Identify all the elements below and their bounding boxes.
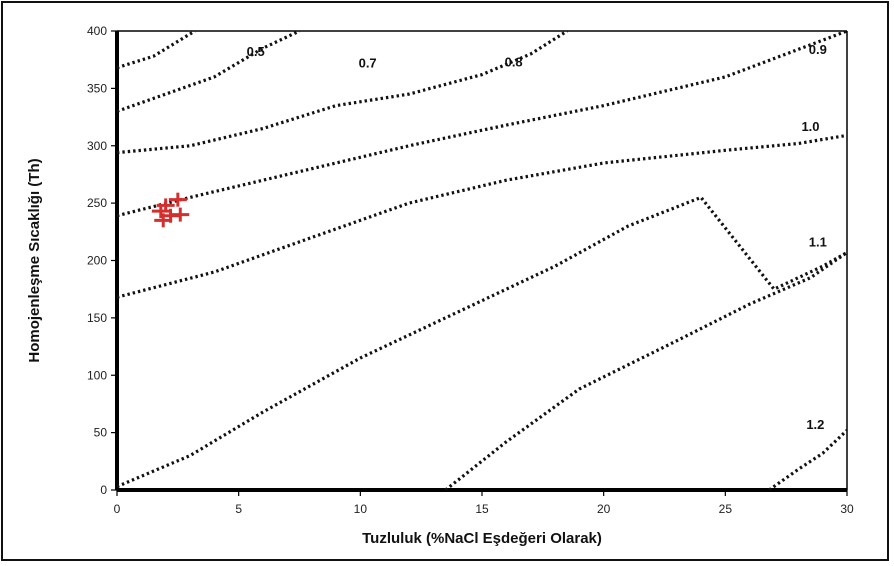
y-tick-label: 400 (87, 24, 107, 38)
y-tick-label: 100 (87, 368, 107, 382)
x-tick-label: 25 (719, 502, 733, 516)
y-tick-label: 200 (87, 254, 107, 268)
x-tick-label: 5 (235, 502, 242, 516)
contour-labels: 0.5 0.7 0.8 0.9 1.0 1.1 1.2 (247, 42, 827, 432)
contour-label: 0.5 (247, 44, 265, 59)
contour-label: 0.7 (359, 56, 377, 71)
contour-label: 0.8 (505, 55, 523, 70)
x-tick-label: 10 (354, 502, 368, 516)
data-points (151, 192, 190, 228)
contour-label: 1.1 (809, 235, 827, 250)
contour-label: 1.2 (806, 417, 824, 432)
contour-label: 1.0 (801, 119, 819, 134)
x-axis-title: Tuzluluk (%NaCl Eşdeğeri Olarak) (362, 530, 602, 547)
contour-line-0-7 (117, 31, 301, 113)
y-tick-label: 250 (87, 196, 107, 210)
data-point (154, 213, 173, 228)
x-tick-label: 15 (475, 502, 489, 516)
contour-line-1-0 (117, 133, 847, 299)
y-tick-label: 350 (87, 81, 107, 95)
contour-line-0-9 (117, 31, 847, 218)
contour-line-1-1 (117, 195, 847, 489)
y-axis-title: Homojenleşme Sıcaklığı (Th) (26, 158, 43, 362)
chart-svg: 0 50 100 150 200 250 300 350 400 0 5 10 15 20 25 30 0.5… (26, 24, 854, 547)
data-point (168, 192, 187, 207)
contour-line-0-8 (117, 31, 569, 155)
x-tick-label: 0 (114, 502, 121, 516)
contour-line-1-2 (444, 251, 847, 490)
contour-line-extra (768, 429, 847, 490)
data-point (151, 204, 170, 219)
contour-label: 0.9 (809, 42, 827, 57)
y-tick-label: 50 (94, 426, 108, 440)
y-tick-label: 150 (87, 311, 107, 325)
axes: 0 50 100 150 200 250 300 350 400 0 5 10 15 20 25 30 (87, 24, 854, 516)
x-tick-label: 30 (840, 502, 854, 516)
contour-lines (117, 31, 847, 490)
data-point (171, 207, 190, 222)
y-tick-label: 300 (87, 139, 107, 153)
y-tick-label: 0 (100, 483, 107, 497)
x-tick-label: 20 (597, 502, 611, 516)
contour-line-0-5 (117, 31, 196, 70)
